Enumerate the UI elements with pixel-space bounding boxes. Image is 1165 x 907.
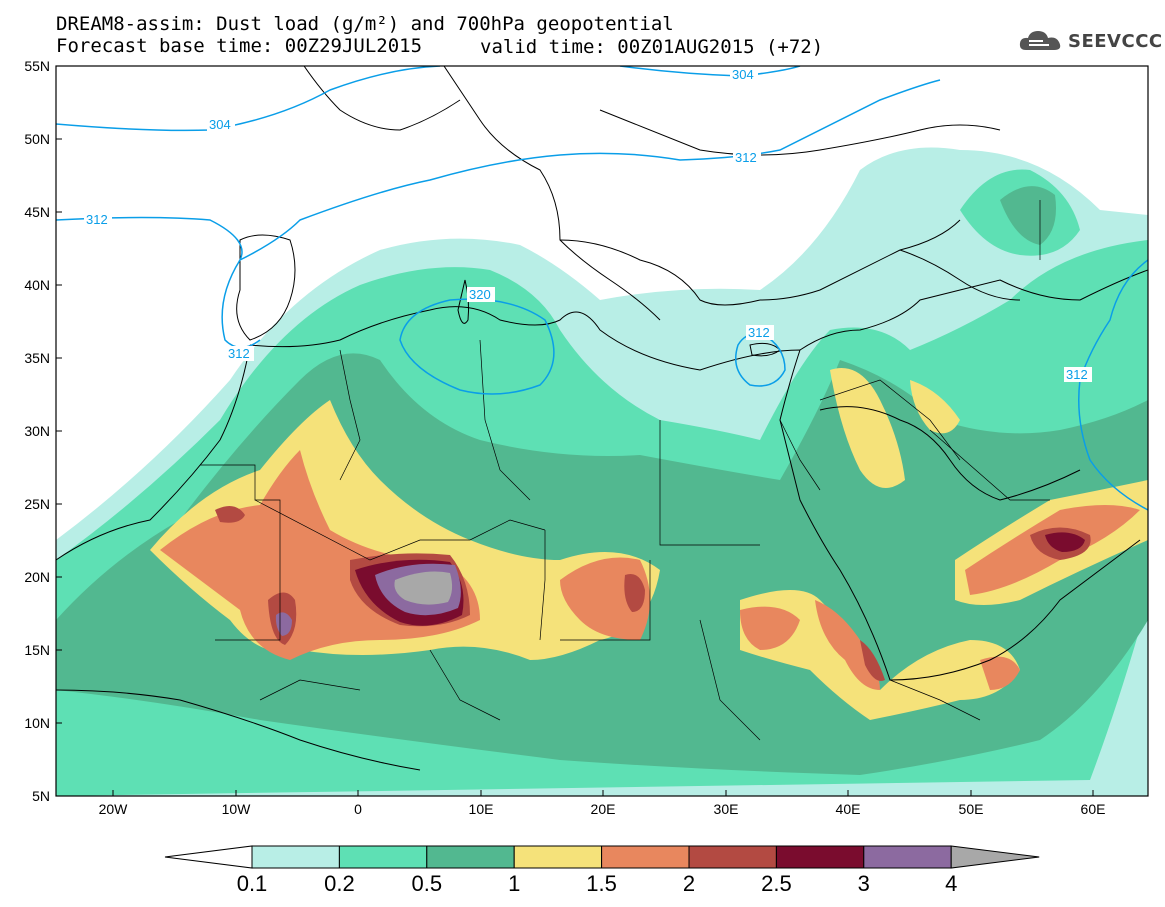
colorbar-arrow-low xyxy=(164,845,253,869)
isoline-label: 320 xyxy=(469,287,491,302)
isoline-label: 304 xyxy=(732,67,754,82)
lon-label: 30E xyxy=(714,801,739,817)
lon-label: 0 xyxy=(354,801,362,817)
lat-label: 45N xyxy=(24,204,50,220)
dust-contour-1-5-sudan xyxy=(740,606,800,650)
colorbar-segment xyxy=(863,845,952,869)
latitude-labels: 55N 50N 45N 40N 35N 30N 25N 20N 15N 10N … xyxy=(24,58,62,804)
map-title: DREAM8-assim: Dust load (g/m²) and 700hP… xyxy=(56,13,674,35)
isoline-312-cyprus xyxy=(735,332,786,387)
lat-label: 10N xyxy=(24,715,50,731)
forecast-base-time: Forecast base time: 00Z29JUL2015 xyxy=(56,35,423,57)
colorbar: 0.1 0.2 0.5 1 1.5 2 2.5 3 4 xyxy=(164,845,1040,896)
dust-contour-2-mauritania xyxy=(215,506,245,523)
colorbar-segment xyxy=(688,845,777,869)
lon-label: 40E xyxy=(836,801,861,817)
lat-label: 20N xyxy=(24,569,50,585)
lon-label: 20E xyxy=(591,801,616,817)
dust-contour-1-5-yemen xyxy=(980,656,1020,690)
dust-contour-1-5-redsea xyxy=(815,600,880,690)
colorbar-label: 0.2 xyxy=(324,871,355,896)
isoline-labels: 304 304 312 312 312 320 312 312 xyxy=(84,67,1092,382)
cloud-logo-icon xyxy=(1019,31,1061,50)
colorbar-segment xyxy=(426,845,515,869)
dust-contour-4 xyxy=(394,571,453,605)
logo-text: SEEVCCC xyxy=(1068,30,1163,52)
dust-field: 304 304 312 312 312 320 312 312 xyxy=(56,66,1148,796)
colorbar-label: 4 xyxy=(945,871,957,896)
lon-label: 10E xyxy=(469,801,494,817)
dust-contour-1-yemen xyxy=(740,590,1020,720)
dust-contour-2-eritrea xyxy=(860,640,885,681)
colorbar-label: 1 xyxy=(508,871,520,896)
dust-contour-0-5-caspian xyxy=(1000,186,1056,245)
lon-label: 20W xyxy=(99,801,129,817)
country-borders xyxy=(200,200,1050,741)
lat-label: 25N xyxy=(24,496,50,512)
lat-label: 30N xyxy=(24,423,50,439)
coastlines xyxy=(56,66,1148,771)
colorbar-label: 2 xyxy=(683,871,695,896)
colorbar-segment xyxy=(601,845,690,869)
colorbar-segment xyxy=(251,845,340,869)
isoline-label: 312 xyxy=(748,325,770,340)
lat-label: 40N xyxy=(24,277,50,293)
isoline-label: 312 xyxy=(735,150,757,165)
colorbar-label: 2.5 xyxy=(761,871,792,896)
isoline-320-med xyxy=(399,298,555,395)
dust-contour-2-5-oman xyxy=(1045,532,1085,552)
colorbar-segment xyxy=(338,845,428,869)
longitude-labels: 20W 10W 0 10E 20E 30E 40E 50E 60E xyxy=(99,790,1106,817)
isoline-label: 304 xyxy=(209,117,231,132)
lon-label: 10W xyxy=(222,801,252,817)
dust-contour-2-chad xyxy=(624,574,645,612)
isoline-label: 312 xyxy=(86,212,108,227)
lat-label: 35N xyxy=(24,350,50,366)
dust-contour-1-arabia xyxy=(830,368,905,488)
valid-time: valid time: 00Z01AUG2015 (+72) xyxy=(480,36,824,58)
isoline-label: 312 xyxy=(1066,367,1088,382)
lat-label: 5N xyxy=(32,788,50,804)
colorbar-label: 0.1 xyxy=(237,871,268,896)
seevccc-logo: SEEVCCC xyxy=(1018,26,1163,56)
colorbar-segment xyxy=(513,845,603,869)
colorbar-label: 1.5 xyxy=(586,871,617,896)
lat-label: 55N xyxy=(24,58,50,74)
lon-label: 60E xyxy=(1081,801,1106,817)
colorbar-segment xyxy=(775,845,865,869)
dust-contour-1-gulf xyxy=(910,380,960,434)
isoline-label: 312 xyxy=(228,346,250,361)
isoline-312-main xyxy=(56,79,941,262)
colorbar-arrow-high xyxy=(950,845,1040,869)
lon-label: 50E xyxy=(959,801,984,817)
colorbar-label: 3 xyxy=(858,871,870,896)
lat-label: 15N xyxy=(24,642,50,658)
colorbar-label: 0.5 xyxy=(412,871,443,896)
isoline-304-west xyxy=(56,66,441,132)
lat-label: 50N xyxy=(24,131,50,147)
